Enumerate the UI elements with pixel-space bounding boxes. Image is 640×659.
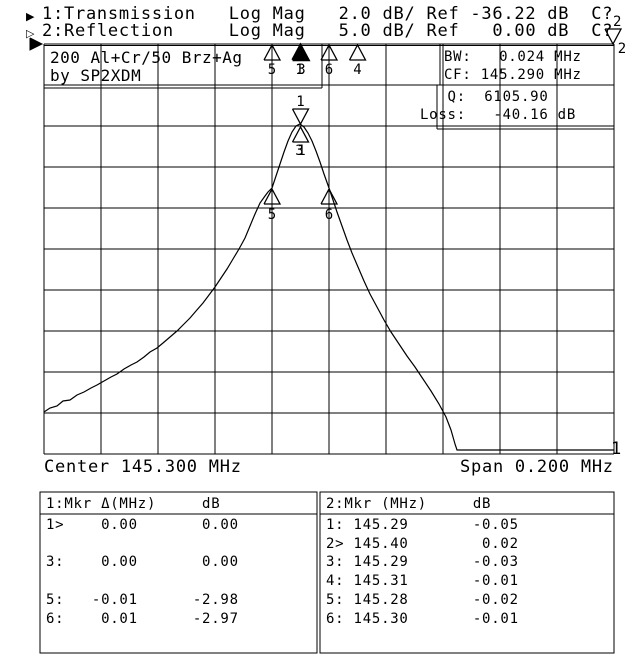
marker-row: 4: 145.31 -0.01 xyxy=(326,573,519,590)
marker-row: 5: 145.28 -0.02 xyxy=(326,591,519,608)
ch1-marker-6-label: 6 xyxy=(324,207,334,223)
channel2-header: 2:Reflection Log Mag 5.0 dB/ Ref 0.00 dB… xyxy=(42,21,614,41)
ref-position-arrow-icon xyxy=(29,37,44,51)
marker-row xyxy=(46,572,239,591)
ch2-marker-1-3-label: 3 xyxy=(297,62,306,78)
ch2-marker-2-label: 2 xyxy=(617,41,627,57)
ch2-marker-1-3-label: 1 xyxy=(295,62,304,78)
ch1-marker-1-symbol xyxy=(291,108,310,126)
marker-row: 3: 145.29 -0.03 xyxy=(326,554,519,571)
channel1-header: 1:Transmission Log Mag 2.0 dB/ Ref -36.2… xyxy=(42,4,614,24)
marker-row: 5: -0.01 -2.98 xyxy=(46,591,239,608)
trace1-edge-label: 1 xyxy=(611,439,622,459)
ch1-marker-5-symbol xyxy=(263,187,282,205)
title-annotation-line1: 200 Al+Cr/50 Brz+Ag xyxy=(50,48,243,67)
ch1-marker-5-label: 5 xyxy=(267,207,277,223)
channel1-active-arrow-icon: ▶ xyxy=(26,10,35,23)
ch2-marker-2-symbol xyxy=(604,28,623,46)
ch2-marker-5-symbol xyxy=(263,43,282,61)
ch2-marker-5-label: 5 xyxy=(267,62,277,78)
ch1-marker-3-label: 1 xyxy=(297,143,306,159)
ch1-marker-3-label: 3 xyxy=(295,143,304,159)
ch2-marker-6-symbol xyxy=(320,43,339,61)
marker-table-ch2-header: 2:Mkr (MHz) dB xyxy=(326,496,492,512)
ch2-marker-1-3-symbol xyxy=(291,42,311,62)
marker-table-ch1-box xyxy=(39,491,318,654)
ch1-marker-1-label: 1 xyxy=(296,94,305,110)
marker-table-ch1-rows: 1> 0.00 0.00 3: 0.00 0.00 5: -0.01 -2.98… xyxy=(46,516,239,628)
center-frequency-readout: CF: 145.290 MHz xyxy=(444,67,582,83)
ch2-marker-6-label: 6 xyxy=(324,62,334,78)
ch2-marker-4-symbol xyxy=(348,43,367,61)
center-frequency-axis-label: Center 145.300 MHz xyxy=(44,457,242,477)
marker-table-ch2-box xyxy=(319,491,615,654)
marker-row: 6: 0.01 -2.97 xyxy=(46,610,239,627)
channel1-cal-subscript: 2 xyxy=(613,14,623,30)
marker-row: 6: 145.30 -0.01 xyxy=(326,610,519,627)
channel2-arrow-icon: ▷ xyxy=(26,27,35,40)
loss-readout: Loss: -40.16 dB xyxy=(420,107,577,123)
marker-table-ch2-rows: 1: 145.29 -0.05 2> 145.40 0.02 3: 145.29 -… xyxy=(326,516,519,628)
marker-table-ch1-header: 1:Mkr Δ(MHz) dB xyxy=(46,496,221,512)
marker-row: 1: 145.29 -0.05 xyxy=(326,517,519,533)
bandwidth-readout: BW: 0.024 MHz xyxy=(444,49,582,65)
q-factor-readout: Q: 6105.90 xyxy=(420,89,549,105)
marker-row xyxy=(46,535,239,554)
ch1-marker-6-symbol xyxy=(320,187,339,205)
marker-row: 1> 0.00 0.00 xyxy=(46,517,239,533)
ch1-marker-3-symbol xyxy=(291,125,310,143)
ch2-marker-4-label: 4 xyxy=(353,62,362,78)
span-axis-label: Span 0.200 MHz xyxy=(460,457,614,477)
marker-row: 2> 145.40 0.02 xyxy=(326,535,519,552)
marker-row: 3: 0.00 0.00 xyxy=(46,554,239,571)
title-annotation-line2: by SP2XDM xyxy=(50,66,142,85)
transmission-trace xyxy=(43,123,614,451)
